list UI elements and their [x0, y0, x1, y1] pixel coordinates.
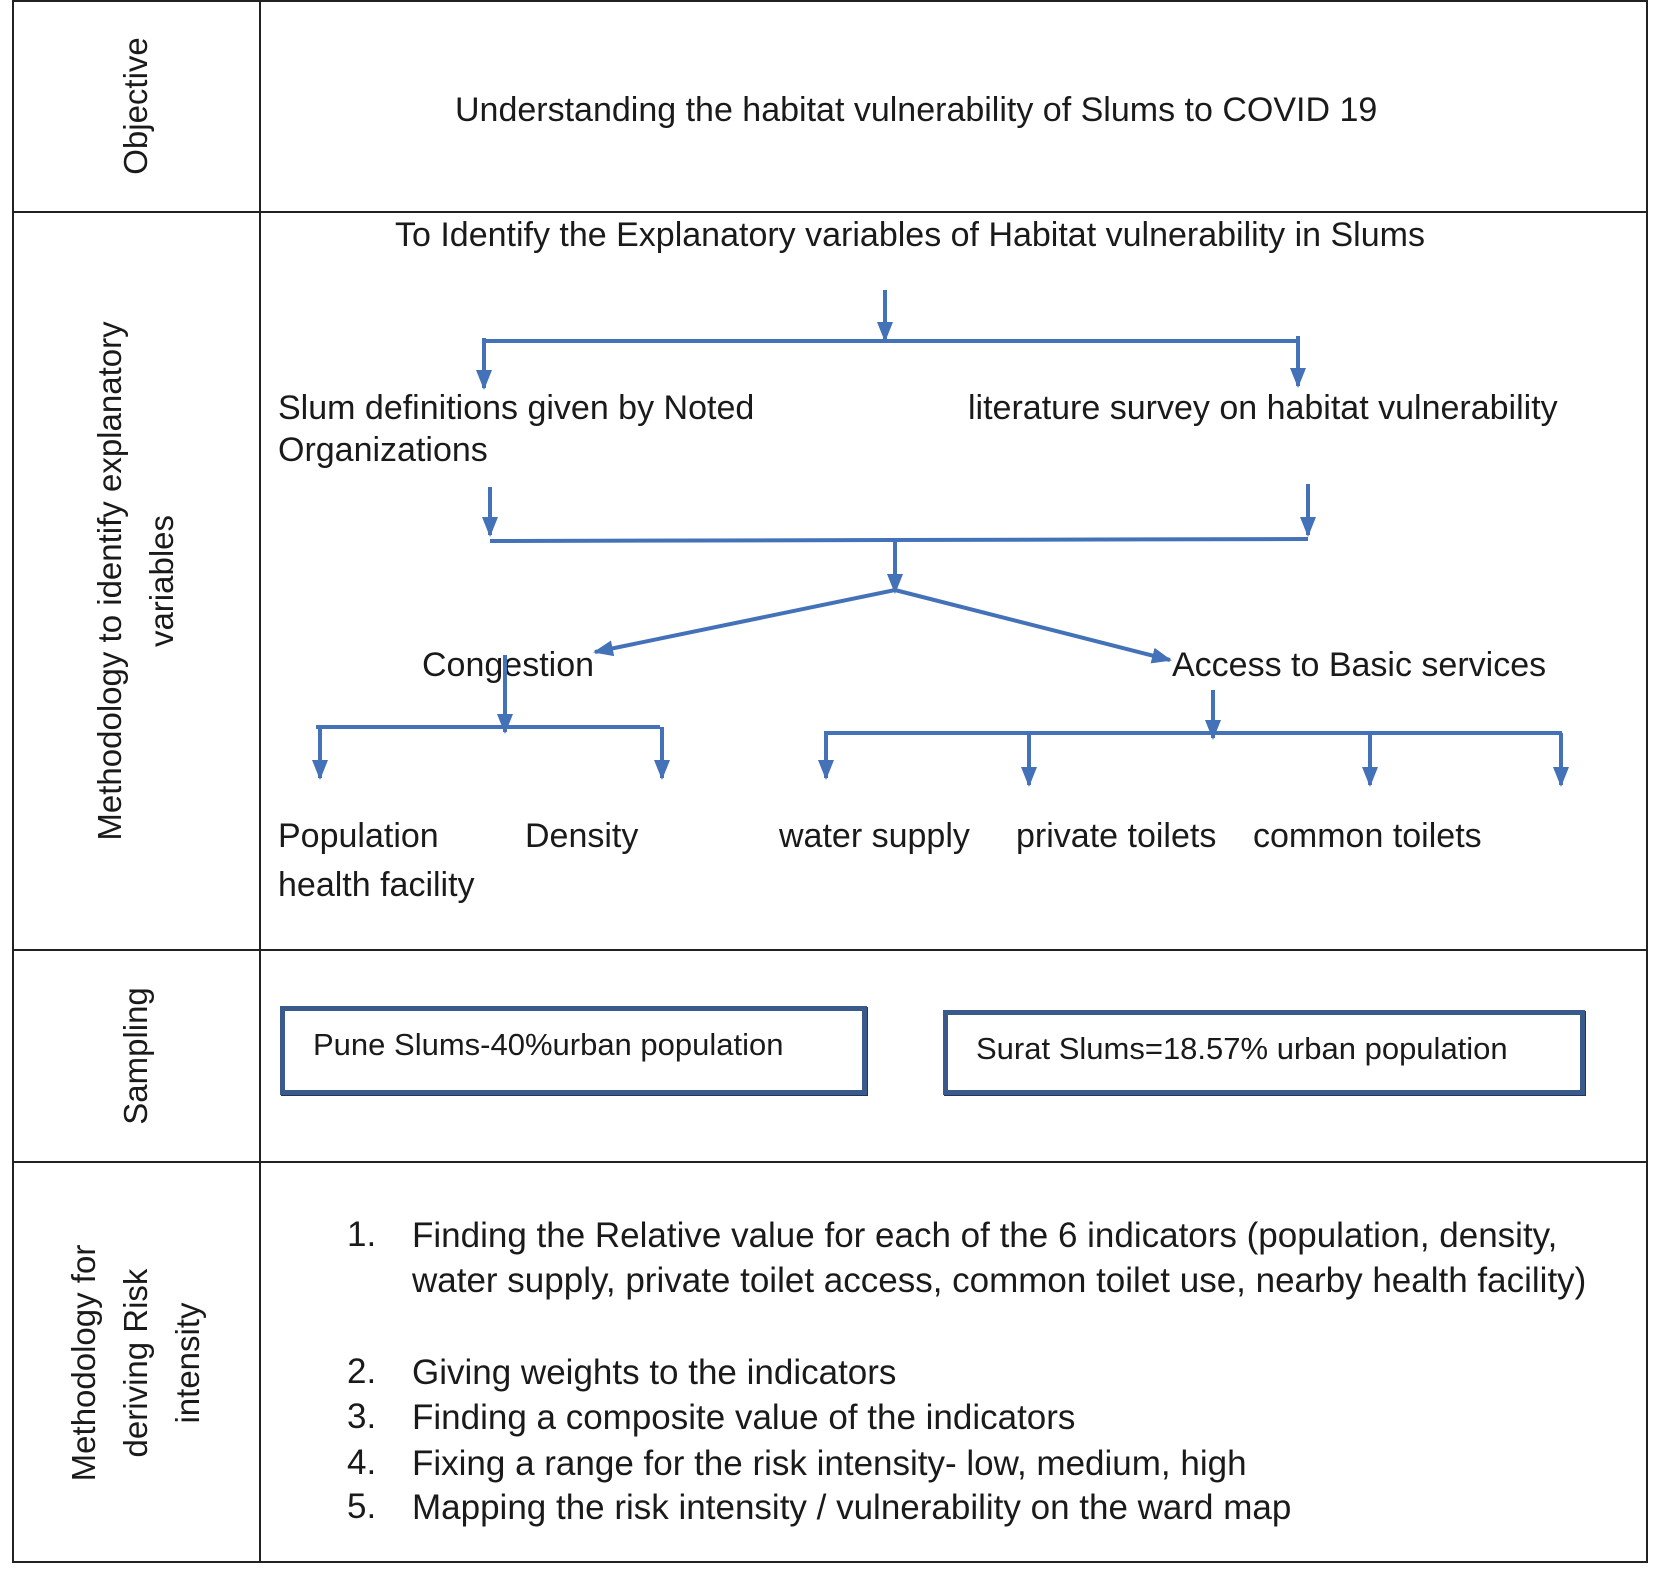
leaf-population: Population: [278, 817, 439, 855]
row-divider: [12, 211, 1648, 213]
leaf-density: Density: [525, 817, 639, 855]
source-left-line2: Organizations: [278, 431, 488, 469]
pune-sampling-box: Pune Slums-40%urban population: [280, 1006, 867, 1095]
step-number: 2.: [347, 1352, 377, 1391]
step-text: Mapping the risk intensity / vulnerabili…: [412, 1488, 1292, 1527]
leaf-common-toilets: common toilets: [1253, 817, 1482, 855]
pune-sampling-text: Pune Slums-40%urban population: [313, 1027, 784, 1062]
category-basic-services: Access to Basic services: [1172, 646, 1547, 684]
step-number: 1.: [347, 1215, 377, 1254]
objective-text: Understanding the habitat vulnerability …: [455, 91, 1378, 129]
row-divider: [12, 1161, 1648, 1163]
leaf-private-toilets: private toilets: [1016, 817, 1217, 855]
step-text: Fixing a range for the risk intensity- l…: [412, 1444, 1247, 1483]
column-divider: [259, 0, 261, 1563]
surat-sampling-box: Surat Slums=18.57% urban population: [943, 1010, 1585, 1095]
step-text: Finding a composite value of the indicat…: [412, 1398, 1076, 1437]
source-right: literature survey on habitat vulnerabili…: [968, 389, 1558, 427]
step-number: 5.: [347, 1487, 377, 1526]
source-left-line1: Slum definitions given by Noted: [278, 389, 755, 427]
step-number: 3.: [347, 1397, 377, 1436]
step-text: Finding the Relative value for each of t…: [412, 1216, 1587, 1300]
table-frame: [12, 0, 1648, 1563]
leaf-water-supply: water supply: [779, 817, 970, 855]
step-text: Giving weights to the indicators: [412, 1353, 897, 1392]
flow-title: To Identify the Explanatory variables of…: [395, 216, 1425, 254]
step-number: 4.: [347, 1443, 377, 1482]
leaf-health-facility: health facility: [278, 866, 475, 904]
surat-sampling-text: Surat Slums=18.57% urban population: [976, 1031, 1508, 1066]
category-congestion: Congestion: [422, 646, 595, 684]
row-divider: [12, 949, 1648, 951]
